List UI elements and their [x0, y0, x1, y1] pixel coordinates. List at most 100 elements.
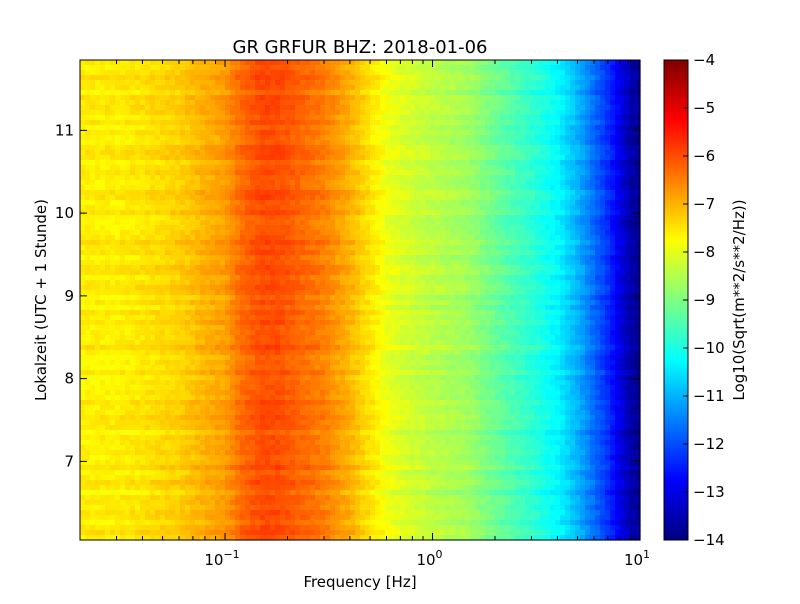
heatmap-cell	[185, 165, 191, 171]
heatmap-cell	[90, 165, 96, 171]
heatmap-cell	[330, 405, 336, 411]
heatmap-cell	[250, 495, 256, 501]
heatmap-cell	[240, 150, 246, 156]
heatmap-cell	[230, 110, 236, 116]
heatmap-cell	[175, 355, 181, 361]
heatmap-cell	[150, 435, 156, 441]
heatmap-cell	[270, 125, 276, 131]
heatmap-cell	[150, 130, 156, 136]
heatmap-cell	[230, 270, 236, 276]
heatmap-cell	[95, 455, 101, 461]
heatmap-cell	[275, 495, 281, 501]
heatmap-cell	[115, 425, 121, 431]
heatmap-cell	[335, 380, 341, 386]
heatmap-cell	[165, 295, 171, 301]
heatmap-cell	[210, 125, 216, 131]
heatmap-cell	[90, 370, 96, 376]
heatmap-cell	[170, 435, 176, 441]
heatmap-cell	[100, 255, 106, 261]
heatmap-cell	[255, 495, 261, 501]
heatmap-cell	[150, 80, 156, 86]
heatmap-cell	[295, 220, 301, 226]
heatmap-cell	[245, 175, 251, 181]
heatmap-cell	[295, 145, 301, 151]
heatmap-cell	[195, 205, 201, 211]
heatmap-cell	[265, 125, 271, 131]
heatmap-cell	[150, 100, 156, 106]
heatmap-cell	[190, 180, 196, 186]
heatmap-cell	[235, 260, 241, 266]
heatmap-cell	[245, 515, 251, 521]
heatmap-cell	[265, 520, 271, 526]
heatmap-cell	[225, 480, 231, 486]
heatmap-cell	[205, 450, 211, 456]
heatmap-cell	[145, 60, 151, 66]
heatmap-cell	[140, 70, 146, 76]
heatmap-cell	[130, 295, 136, 301]
heatmap-cell	[165, 425, 171, 431]
heatmap-cell	[210, 510, 216, 516]
heatmap-cell	[330, 515, 336, 521]
heatmap-cell	[225, 360, 231, 366]
heatmap-cell	[220, 160, 226, 166]
heatmap-cell	[235, 500, 241, 506]
heatmap-cell	[220, 210, 226, 216]
heatmap-cell	[255, 190, 261, 196]
heatmap-cell	[295, 100, 301, 106]
heatmap-cell	[135, 120, 141, 126]
heatmap-cell	[100, 380, 106, 386]
heatmap-cell	[95, 350, 101, 356]
heatmap-cell	[185, 435, 191, 441]
heatmap-cell	[150, 275, 156, 281]
heatmap-cell	[240, 355, 246, 361]
heatmap-cell	[80, 525, 86, 531]
heatmap-cell	[220, 200, 226, 206]
heatmap-cell	[235, 275, 241, 281]
heatmap-cell	[285, 530, 291, 536]
heatmap-cell	[105, 465, 111, 471]
heatmap-cell	[130, 200, 136, 206]
heatmap-cell	[185, 465, 191, 471]
heatmap-cell	[95, 255, 101, 261]
heatmap-cell	[335, 190, 341, 196]
heatmap-cell	[180, 305, 186, 311]
heatmap-cell	[220, 530, 226, 536]
heatmap-cell	[300, 415, 306, 421]
heatmap-cell	[80, 510, 86, 516]
heatmap-cell	[215, 525, 221, 531]
heatmap-cell	[305, 345, 311, 351]
heatmap-cell	[215, 215, 221, 221]
heatmap-cell	[300, 460, 306, 466]
heatmap-cell	[180, 185, 186, 191]
heatmap-cell	[165, 75, 171, 81]
heatmap-cell	[150, 95, 156, 101]
heatmap-cell	[225, 80, 231, 86]
heatmap-cell	[290, 165, 296, 171]
heatmap-cell	[225, 90, 231, 96]
heatmap-cell	[200, 305, 206, 311]
heatmap-cell	[245, 415, 251, 421]
heatmap-cell	[300, 390, 306, 396]
heatmap-cell	[185, 220, 191, 226]
heatmap-cell	[285, 235, 291, 241]
heatmap-cell	[245, 130, 251, 136]
heatmap-cell	[155, 415, 161, 421]
heatmap-cell	[175, 220, 181, 226]
heatmap-cell	[225, 460, 231, 466]
heatmap-cell	[85, 505, 91, 511]
heatmap-cell	[275, 65, 281, 71]
heatmap-cell	[190, 275, 196, 281]
heatmap-cell	[300, 140, 306, 146]
heatmap-cell	[215, 235, 221, 241]
heatmap-cell	[160, 370, 166, 376]
heatmap-cell	[80, 175, 86, 181]
heatmap-cell	[210, 225, 216, 231]
heatmap-cell	[125, 200, 131, 206]
heatmap-cell	[175, 140, 181, 146]
heatmap-cell	[260, 385, 266, 391]
heatmap-cell	[155, 70, 161, 76]
heatmap-cell	[195, 220, 201, 226]
heatmap-cell	[320, 100, 326, 106]
heatmap-cell	[270, 435, 276, 441]
heatmap-cell	[90, 505, 96, 511]
